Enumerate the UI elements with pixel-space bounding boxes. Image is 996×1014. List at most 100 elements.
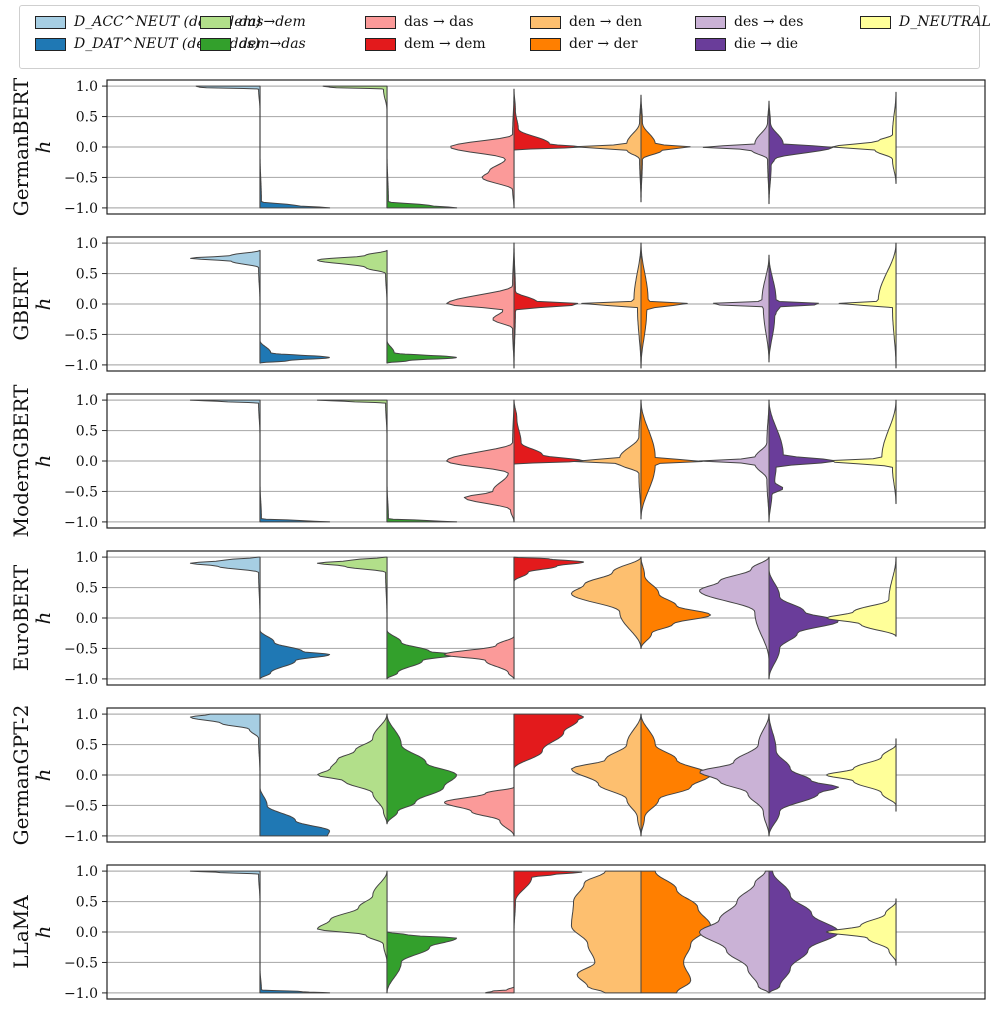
legend: D_ACC^NEUT (das→dem) D_DAT^NEUT (dem→das)… [19, 5, 991, 69]
legend-label: der → der [569, 36, 638, 52]
y-tick-label: 0.5 [76, 738, 98, 754]
violin-desdes [698, 870, 770, 994]
violin-demdas [386, 152, 458, 209]
y-axis-label: h [31, 455, 55, 468]
y-tick-label: 0.0 [76, 768, 98, 784]
legend-item-diedie: die → die [695, 34, 798, 54]
y-axis-label: h [31, 141, 55, 154]
violin-diedie [768, 254, 819, 363]
violin-denden [581, 242, 642, 369]
y-axis-label: h [31, 612, 55, 625]
violin-demdem [513, 870, 583, 933]
violin-neutral [831, 91, 897, 184]
legend-swatch [35, 15, 66, 29]
y-tick-label: −0.5 [64, 641, 98, 657]
model-label: GermanBERT [9, 77, 33, 216]
y-tick-label: 1.0 [76, 79, 98, 95]
y-axis-label: h [31, 298, 55, 311]
violin-demdem [513, 88, 582, 151]
violin-dat [259, 629, 331, 680]
legend-swatch [860, 15, 891, 29]
y-tick-label: −0.5 [64, 798, 98, 814]
violin-neutral [831, 399, 897, 505]
violin-denden [570, 556, 642, 649]
violin-dat [259, 340, 330, 364]
y-tick-label: 0.5 [76, 110, 98, 126]
y-tick-label: −1.0 [64, 672, 98, 688]
violin-derder [640, 94, 691, 203]
legend-label: die → die [734, 36, 799, 52]
violin-denden [573, 399, 642, 520]
violin-demdem [513, 399, 584, 465]
violin-desdes [699, 556, 770, 662]
legend-swatch [200, 37, 231, 51]
violin-diedie [768, 568, 839, 680]
violin-dasdas [446, 399, 515, 523]
y-tick-label: −0.5 [64, 484, 98, 500]
violin-denden [570, 870, 642, 994]
legend-label: D_NEUTRAL [899, 14, 991, 30]
legend-label: dem → dem [404, 36, 486, 52]
y-tick-label: 1.0 [76, 550, 98, 566]
model-label: LLaMA [9, 895, 33, 969]
legend-swatch [365, 15, 396, 29]
y-tick-label: −1.0 [64, 201, 98, 217]
y-tick-label: −0.5 [64, 327, 98, 343]
legend-item-dasdem: das→dem [200, 12, 306, 32]
y-tick-label: 0.0 [76, 140, 98, 156]
legend-label: dem→das [239, 36, 306, 52]
violin-dat [259, 786, 331, 837]
violin-demdas [386, 931, 458, 994]
violin-neutral [825, 744, 897, 806]
model-label: EuroBERT [9, 564, 33, 671]
model-label: GermanGPT-2 [9, 705, 33, 846]
y-tick-label: 0.5 [76, 267, 98, 283]
violin-neutral [826, 556, 897, 637]
y-tick-label: 0.5 [76, 424, 98, 440]
legend-label: den → den [569, 14, 643, 30]
legend-label: das→dem [239, 14, 306, 30]
legend-swatch [530, 15, 561, 29]
y-tick-label: 1.0 [76, 393, 98, 409]
violin-diedie [768, 399, 837, 523]
violin-demdas [386, 713, 457, 825]
violin-denden [574, 94, 642, 203]
y-tick-label: 0.0 [76, 925, 98, 941]
violin-dat [259, 968, 331, 994]
violin-demdas [386, 481, 458, 523]
violin-dasdas [444, 786, 515, 837]
violin-neutral [825, 901, 897, 963]
legend-item-derder: der → der [530, 34, 638, 54]
violin-diedie [768, 100, 834, 205]
legend-swatch [695, 37, 726, 51]
y-tick-label: 1.0 [76, 864, 98, 880]
legend-label: des → des [734, 14, 804, 30]
violin-desdes [698, 399, 770, 523]
legend-swatch [200, 15, 231, 29]
legend-item-desdes: des → des [695, 12, 804, 32]
violin-acc [195, 85, 261, 111]
violin-derder [640, 713, 712, 837]
violin-dasdas [446, 242, 515, 369]
legend-swatch [695, 15, 726, 29]
y-tick-label: 1.0 [76, 236, 98, 252]
violin-dasdem [316, 870, 388, 963]
y-tick-label: 0.0 [76, 454, 98, 470]
y-tick-label: 0.0 [76, 297, 98, 313]
y-tick-label: −1.0 [64, 986, 98, 1002]
violin-dasdas [485, 986, 515, 994]
model-label: GBERT [9, 267, 33, 341]
violin-diedie [768, 713, 840, 837]
y-tick-label: 0.0 [76, 611, 98, 627]
y-tick-label: −1.0 [64, 515, 98, 531]
model-label: ModernGBERT [9, 384, 33, 538]
legend-swatch [35, 37, 66, 51]
violin-acc [189, 399, 261, 438]
violin-acc [190, 249, 261, 305]
violin-dasdem [317, 713, 388, 825]
